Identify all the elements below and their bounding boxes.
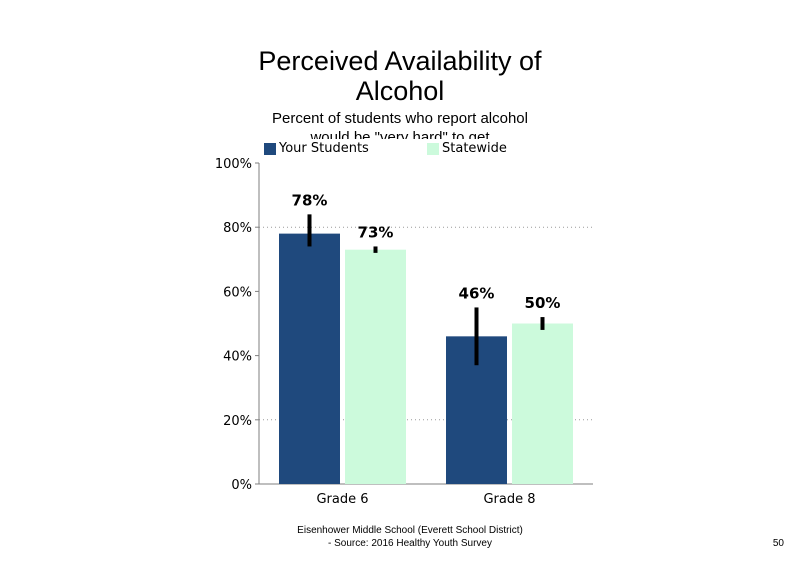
y-tick-label-60: 60% — [223, 285, 252, 300]
chart-title-line-1: Perceived Availability of — [258, 46, 542, 76]
legend-label-your-students: Your Students — [279, 141, 369, 156]
legend-item-statewide: Statewide — [427, 141, 507, 157]
bar-statewide-grade-6 — [345, 249, 406, 484]
bar-statewide-grade-8 — [512, 323, 573, 484]
bar-your-students-grade-6 — [279, 233, 340, 484]
data-label-statewide-grade-8: 50% — [525, 294, 561, 312]
data-label-your-students-grade-6: 78% — [292, 191, 328, 209]
data-label-your-students-grade-8: 46% — [459, 284, 495, 302]
chart-subtitle: Percent of students who report alcohol w… — [200, 109, 600, 139]
footer-source: - Source: 2016 Healthy Youth Survey — [328, 538, 492, 549]
chart-subtitle-line-1: Percent of students who report alcohol — [272, 110, 528, 127]
y-tick-label-0: 0% — [231, 478, 252, 493]
x-category-label-grade-6: Grade 6 — [316, 492, 368, 507]
y-tick-label-100: 100% — [215, 157, 252, 172]
legend-swatch-statewide — [427, 143, 439, 155]
x-category-label-grade-8: Grade 8 — [483, 492, 535, 507]
y-tick-label-20: 20% — [223, 414, 252, 429]
y-tick-label-80: 80% — [223, 221, 252, 236]
chart-title-line-2: Alcohol — [355, 76, 445, 106]
legend-item-your-students: Your Students — [264, 141, 369, 157]
y-tick-label-40: 40% — [223, 350, 252, 365]
page-number: 50 — [772, 538, 784, 549]
chart-subtitle-line-2: would be "very hard" to get — [310, 129, 490, 139]
footer-school-name: Eisenhower Middle School (Everett School… — [297, 525, 523, 536]
legend-label-statewide: Statewide — [442, 141, 507, 156]
legend-swatch-your-students — [264, 143, 276, 155]
data-label-statewide-grade-6: 73% — [358, 223, 394, 241]
